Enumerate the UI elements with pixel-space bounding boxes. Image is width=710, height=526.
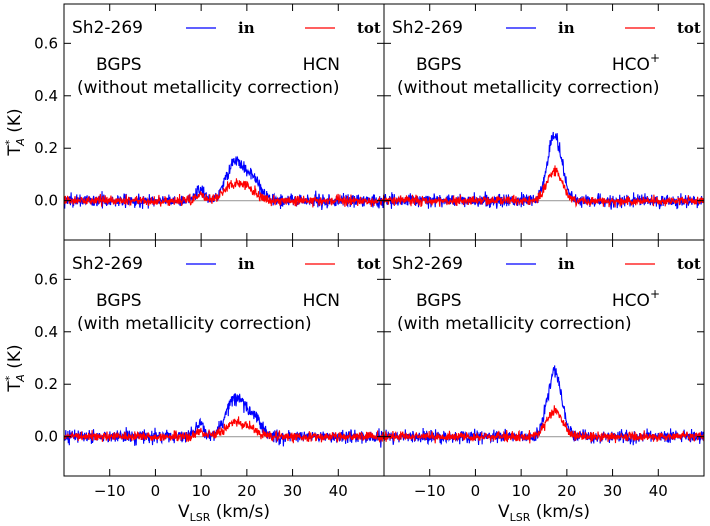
x-tick-label: 20 — [557, 482, 576, 500]
y-tick-label: 0.2 — [34, 139, 58, 157]
y-tick-label: 0.0 — [34, 428, 58, 446]
panel-note-label: (with metallicity correction) — [77, 314, 312, 334]
series-line-in — [384, 131, 704, 210]
x-tick-label: 0 — [471, 482, 481, 500]
panel-survey-label: BGPS — [416, 55, 462, 75]
y-tick-label: 0.6 — [34, 34, 58, 52]
x-tick-label: 40 — [649, 482, 668, 500]
series-line-tot — [384, 165, 704, 208]
panel-note-label: (without metallicity correction) — [397, 78, 659, 98]
panel-molecule-label: HCO+ — [612, 287, 660, 311]
x-tick-label: 20 — [237, 482, 256, 500]
panel-grid: 0.0 0.2 0.4 0.6 Sh2-269 BGPS HCN (without metal… — [34, 3, 705, 500]
x-tick-label: 10 — [192, 482, 211, 500]
panel-top-left: 0.0 0.2 0.4 0.6 Sh2-269 BGPS HCN (without metal… — [34, 3, 385, 241]
x-tick-label: 10 — [512, 482, 531, 500]
y-tick-label: 0.2 — [34, 375, 58, 393]
y-tick-label: 0.0 — [34, 192, 58, 210]
y-axis-label: T*A (K) — [3, 108, 27, 156]
y-axis-label: T*A (K) — [3, 344, 27, 392]
panel-molecule-label: HCN — [303, 55, 340, 75]
x-axis-label: VLSR (km/s) — [178, 502, 270, 524]
legend-label-in: in — [238, 255, 255, 273]
series-line-tot — [64, 416, 384, 444]
panel-source-label: Sh2-269 — [72, 254, 143, 274]
panel-frame — [63, 239, 385, 477]
panel-top-right: Sh2-269 BGPS HCO+ (without metallicity corr… — [383, 3, 705, 241]
x-tick-label: −10 — [94, 482, 126, 500]
legend-label-in: in — [238, 19, 255, 37]
panel-survey-label: BGPS — [96, 291, 142, 311]
legend-label-in: in — [558, 255, 575, 273]
legend-label-tot: tot — [357, 19, 381, 37]
panel-molecule-label: HCO+ — [612, 51, 660, 75]
panel-molecule-label: HCN — [303, 291, 340, 311]
series-line-in — [64, 393, 384, 448]
series-line-tot — [64, 178, 384, 208]
panel-survey-label: BGPS — [96, 55, 142, 75]
x-tick-label: −10 — [414, 482, 446, 500]
legend-label-tot: tot — [677, 255, 701, 273]
panel-note-label: (with metallicity correction) — [397, 314, 632, 334]
panel-survey-label: BGPS — [416, 291, 462, 311]
panel-note-label: (without metallicity correction) — [77, 78, 339, 98]
panel-source-label: Sh2-269 — [72, 18, 143, 38]
panel-bottom-right: −10 0 10 20 30 40 Sh2-269 BGPS HCO+ (with metalli… — [383, 239, 705, 500]
x-tick-label: 30 — [603, 482, 622, 500]
axis-labels: VLSR (km/s) VLSR (km/s) T*A (K) T*A (K) — [3, 108, 590, 524]
x-tick-label: 30 — [283, 482, 302, 500]
panel-frame — [383, 239, 705, 477]
y-tick-label: 0.4 — [34, 323, 58, 341]
panel-bottom-left: 0.0 0.2 0.4 0.6 −10 0 10 20 30 40 Sh2-269 BGPS HCN (w… — [34, 239, 385, 500]
y-tick-label: 0.6 — [34, 270, 58, 288]
x-tick-label: 0 — [151, 482, 161, 500]
x-axis-label: VLSR (km/s) — [498, 502, 590, 524]
y-tick-label: 0.4 — [34, 87, 58, 105]
x-tick-label: 40 — [329, 482, 348, 500]
panel-source-label: Sh2-269 — [392, 18, 463, 38]
series-line-tot — [384, 405, 704, 444]
legend-label-tot: tot — [677, 19, 701, 37]
panel-source-label: Sh2-269 — [392, 254, 463, 274]
legend-label-tot: tot — [357, 255, 381, 273]
legend-label-in: in — [558, 19, 575, 37]
